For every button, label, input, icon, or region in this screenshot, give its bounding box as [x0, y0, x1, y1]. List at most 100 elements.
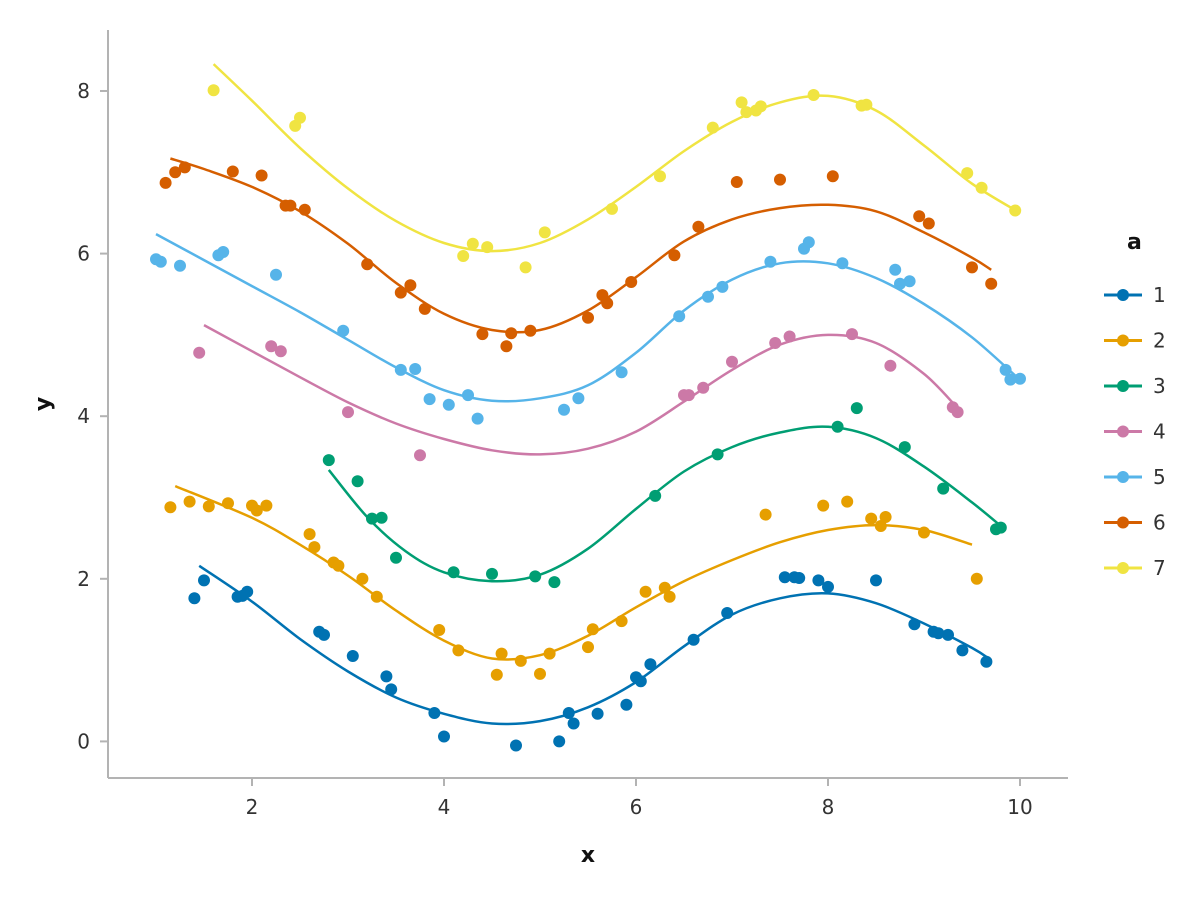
- data-point-2: [759, 508, 772, 521]
- data-point-1: [956, 644, 969, 657]
- data-point-3: [711, 448, 724, 461]
- legend: a 1 2 3 4 5 6 7: [1104, 230, 1166, 580]
- data-point-2: [543, 647, 556, 660]
- data-point-5: [764, 255, 777, 268]
- data-point-4: [884, 359, 897, 372]
- x-axis-title: x: [581, 843, 595, 868]
- data-point-6: [476, 328, 489, 341]
- y-tick-label: 2: [77, 567, 90, 591]
- data-point-1: [822, 580, 834, 593]
- data-point-5: [716, 280, 729, 293]
- data-point-3: [351, 475, 364, 488]
- data-point-6: [582, 311, 594, 324]
- data-point-1: [870, 574, 882, 587]
- data-point-1: [346, 650, 359, 662]
- legend-item-5: 5: [1104, 465, 1166, 489]
- data-point-4: [726, 355, 738, 368]
- data-point-2: [164, 501, 177, 514]
- axes: 2 4 6 8 10 0 2 4 6 8: [77, 30, 1068, 819]
- data-point-1: [778, 571, 791, 584]
- data-point-5: [999, 363, 1012, 376]
- data-point-1: [644, 658, 657, 671]
- legend-label: 2: [1153, 329, 1166, 353]
- legend-item-6: 6: [1104, 511, 1166, 535]
- data-point-5: [337, 324, 350, 337]
- data-point-1: [198, 574, 210, 587]
- data-point-1: [793, 572, 806, 584]
- data-point-5: [615, 366, 628, 379]
- data-point-5: [394, 363, 407, 376]
- fit-line-7: [212, 63, 1021, 253]
- data-point-2: [817, 499, 830, 512]
- data-point-6: [692, 220, 705, 233]
- data-point-5: [802, 236, 815, 249]
- data-point-6: [361, 258, 374, 271]
- data-point-6: [730, 176, 743, 188]
- data-point-7: [606, 202, 618, 215]
- data-point-3: [649, 489, 662, 502]
- legend-swatch-point: [1117, 334, 1129, 347]
- legend-label: 7: [1153, 556, 1166, 580]
- data-point-3: [366, 512, 378, 525]
- data-point-5: [442, 398, 455, 411]
- data-point-7: [860, 98, 873, 111]
- data-point-5: [462, 389, 474, 402]
- data-point-1: [932, 627, 945, 640]
- data-point-6: [298, 203, 311, 216]
- data-point-2: [222, 497, 234, 510]
- data-point-7: [654, 170, 666, 183]
- data-point-6: [255, 169, 268, 182]
- data-point-2: [586, 623, 599, 636]
- data-point-5: [558, 403, 570, 416]
- data-point-2: [663, 590, 676, 603]
- legend-swatch-point: [1117, 425, 1129, 438]
- data-point-5: [836, 257, 849, 270]
- data-point-5: [471, 412, 484, 425]
- data-point-7: [961, 167, 974, 180]
- x-tick-label: 4: [438, 795, 451, 819]
- data-point-3: [447, 566, 460, 579]
- data-point-4: [682, 389, 695, 402]
- data-point-1: [620, 698, 633, 711]
- legend-item-4: 4: [1104, 420, 1166, 444]
- data-point-4: [193, 346, 206, 359]
- data-point-1: [380, 670, 393, 683]
- data-point-3: [850, 402, 863, 415]
- fit-lines: [155, 63, 1021, 726]
- y-tick-label: 6: [77, 242, 90, 266]
- data-point-7: [466, 237, 479, 250]
- y-tick-label: 8: [77, 79, 90, 103]
- data-point-2: [260, 499, 273, 512]
- data-point-2: [865, 512, 878, 525]
- legend-title: a: [1127, 230, 1142, 255]
- data-point-3: [529, 570, 542, 583]
- data-point-5: [889, 263, 902, 276]
- data-point-7: [740, 106, 753, 119]
- fit-line-5: [155, 232, 1017, 403]
- data-point-1: [980, 655, 993, 668]
- data-point-6: [418, 302, 431, 315]
- data-point-7: [807, 89, 820, 101]
- data-point-1: [553, 735, 566, 748]
- data-point-6: [169, 166, 182, 179]
- data-point-4: [265, 340, 278, 353]
- legend-swatch-point: [1117, 516, 1129, 529]
- x-ticks: 2 4 6 8 10: [246, 778, 1033, 819]
- data-point-5: [174, 259, 186, 272]
- data-point-7: [457, 250, 470, 262]
- data-point-6: [394, 286, 407, 299]
- data-point-4: [846, 328, 858, 341]
- data-point-1: [385, 683, 398, 696]
- data-point-2: [250, 504, 263, 517]
- legend-swatch-point: [1117, 289, 1129, 301]
- fit-line-1: [198, 564, 992, 726]
- data-point-6: [966, 261, 978, 274]
- data-point-2: [490, 668, 503, 681]
- data-point-5: [154, 255, 167, 268]
- data-point-2: [874, 520, 887, 532]
- legend-swatch-point: [1117, 380, 1129, 392]
- legend-item-2: 2: [1104, 329, 1166, 353]
- data-point-1: [318, 628, 330, 641]
- data-point-5: [572, 392, 585, 405]
